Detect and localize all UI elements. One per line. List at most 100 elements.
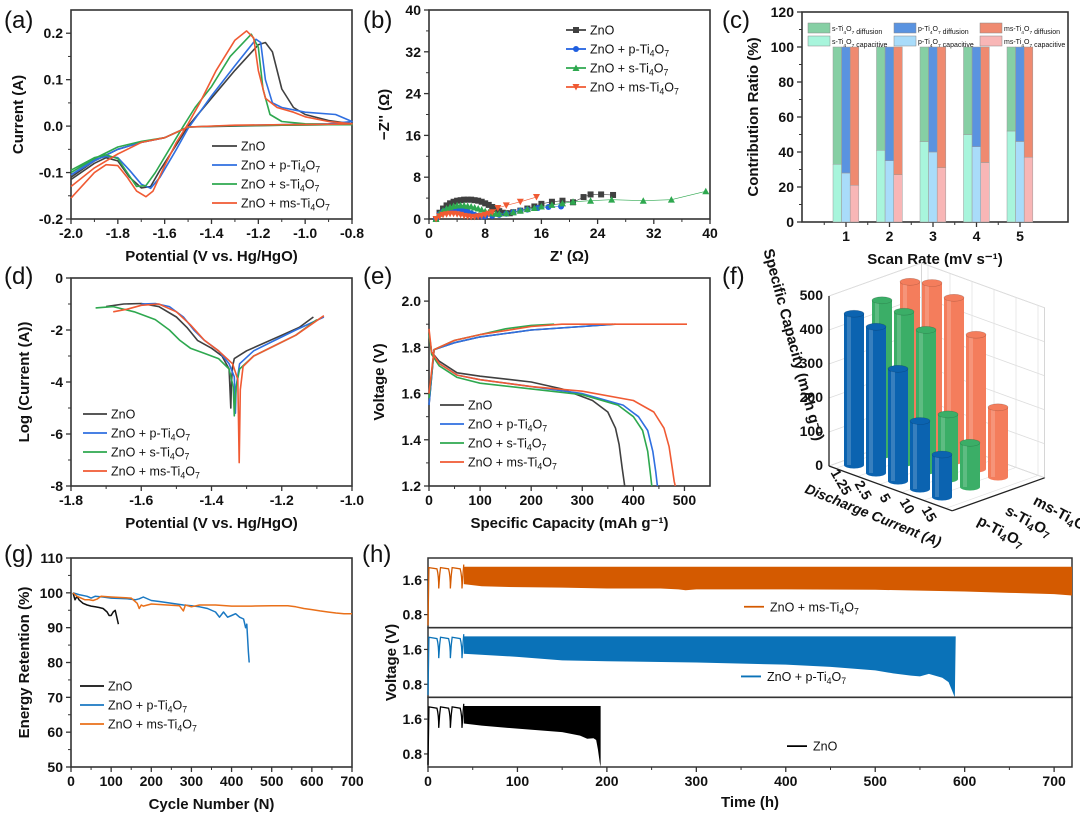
x-tick-label: 0 xyxy=(425,492,433,508)
subscript: 4 xyxy=(528,424,533,434)
text-span: O xyxy=(185,465,195,479)
subscript: 7 xyxy=(552,462,557,472)
z-tick-label: 300 xyxy=(800,355,824,371)
text-span: Ti xyxy=(1016,39,1022,46)
text-span: Ti xyxy=(838,39,844,46)
y-tick-label: 0 xyxy=(55,270,63,286)
x-tick-label: 0 xyxy=(67,773,75,789)
data-point xyxy=(489,203,496,210)
text-span: Ti xyxy=(817,670,827,684)
y-tick-label: 2.0 xyxy=(402,293,422,309)
bar-diffusion xyxy=(893,46,903,175)
y-tick-label: 70 xyxy=(47,689,63,705)
legend-label: ZnO + s-Ti4O7 xyxy=(241,178,320,194)
z-tick-label: 200 xyxy=(800,389,824,405)
bar-body xyxy=(988,407,1008,481)
text-span: O xyxy=(533,418,543,432)
text-span: Ti xyxy=(829,600,839,614)
text-span: ZnO + s- xyxy=(468,437,517,451)
series-line xyxy=(113,303,325,464)
data-point xyxy=(457,197,464,204)
y-axis-label: Contribution Ratio (%) xyxy=(745,37,762,196)
y-tick-label: -4 xyxy=(51,374,64,390)
data-point xyxy=(475,197,482,204)
subscript: 7 xyxy=(325,203,330,213)
text-span: O xyxy=(315,197,325,211)
text-span: ZnO xyxy=(590,24,615,38)
data-point xyxy=(548,201,556,208)
legend-swatch xyxy=(979,35,1003,47)
subscript: 7 xyxy=(938,30,941,36)
text-span: Ti xyxy=(167,718,177,732)
x-tick-label: -1.0 xyxy=(340,492,364,508)
y-axis-label: Specific Capacity (mAh g⁻¹) xyxy=(760,247,828,443)
plot-frame xyxy=(70,557,353,768)
subscript: 7 xyxy=(852,30,855,36)
z-tick-label: 500 xyxy=(800,287,824,303)
bar-diffusion xyxy=(963,46,973,135)
depth-label: s-Ti4O7 xyxy=(1001,502,1054,542)
data-point xyxy=(468,196,475,203)
legend-label: ZnO + p-Ti4O7 xyxy=(767,670,846,686)
depth-label: p-Ti4O7 xyxy=(973,512,1027,553)
bar-capacitive xyxy=(971,146,981,223)
data-point xyxy=(587,197,595,204)
subscript: 7 xyxy=(542,424,547,434)
legend-swatch xyxy=(893,22,917,34)
cycling-envelope xyxy=(463,706,601,767)
data-point xyxy=(450,198,457,205)
legend-label: ZnO + p-Ti4O7 xyxy=(111,427,190,443)
bar-top xyxy=(887,364,909,373)
bar-top xyxy=(865,322,887,331)
x-axis xyxy=(828,465,953,512)
series-line xyxy=(72,592,120,625)
bar-top xyxy=(843,309,865,318)
x-tick-label: 400 xyxy=(220,773,244,789)
bar-diffusion xyxy=(849,46,860,186)
x-tick-label: 200 xyxy=(520,492,544,508)
bar-top xyxy=(987,403,1009,412)
bar-diffusion xyxy=(971,46,981,147)
text-span: O xyxy=(832,670,842,684)
x-tick-label: 300 xyxy=(571,492,595,508)
x-tick-label: 200 xyxy=(595,773,619,789)
y-tick-label: 100 xyxy=(771,39,795,55)
subscript: 7 xyxy=(852,43,855,49)
y-tick-label: 80 xyxy=(47,655,63,671)
subscript: 7 xyxy=(1029,43,1032,49)
legend-label: s-Ti4O7 diffusion xyxy=(832,26,882,36)
bar-capacitive xyxy=(963,134,973,223)
y-tick-label: 80 xyxy=(778,74,794,90)
bar-diffusion xyxy=(919,46,929,142)
subscript: 7 xyxy=(1013,540,1024,553)
subscript: 7 xyxy=(854,606,859,616)
data-point xyxy=(537,202,545,210)
text-span: ZnO + ms- xyxy=(590,81,649,95)
text-span: Ti xyxy=(639,62,649,76)
bar-capacitive xyxy=(1015,141,1025,223)
y-tick-label: -6 xyxy=(51,426,64,442)
data-point xyxy=(432,216,440,223)
text-span: ZnO + p- xyxy=(111,427,161,441)
panel-label: (f) xyxy=(722,263,745,290)
subscript: 7 xyxy=(185,452,190,462)
data-point xyxy=(509,208,517,216)
text-span: O xyxy=(176,427,186,441)
y-tick-label: 50 xyxy=(47,759,63,775)
y-tick-label: 20 xyxy=(778,179,794,195)
subscript: 4 xyxy=(930,43,933,49)
bar-cylinder xyxy=(965,330,987,473)
x-tick-label: -0.8 xyxy=(340,225,364,241)
text-span: ZnO + p- xyxy=(241,159,291,173)
bar-top xyxy=(965,330,987,339)
y-tick-label: 60 xyxy=(778,109,794,125)
y-tick-label: 1.6 xyxy=(403,641,423,657)
y-axis-label: Voltage (V) xyxy=(383,624,400,701)
data-point xyxy=(608,196,616,203)
text-span: ZnO + s- xyxy=(590,62,639,76)
text-span: ZnO + p- xyxy=(767,670,817,684)
y-tick-label: 0.8 xyxy=(403,746,423,762)
y-tick-label: 90 xyxy=(47,620,63,636)
x-tick-label: 3 xyxy=(929,228,937,244)
